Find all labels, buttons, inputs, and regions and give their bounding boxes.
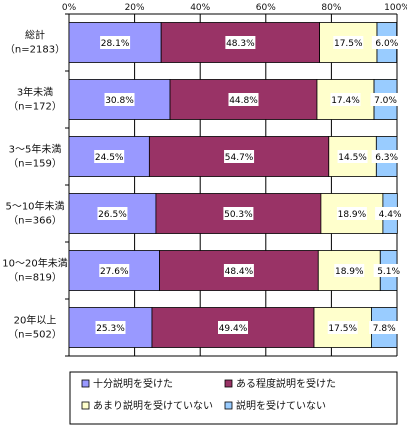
- data-label: 48.3%: [226, 39, 255, 49]
- data-label: 18.9%: [335, 267, 364, 277]
- data-label: 4.4%: [379, 210, 402, 220]
- data-label: 48.4%: [225, 267, 254, 277]
- data-label-box: [223, 264, 254, 277]
- data-label-box: [375, 207, 406, 220]
- category-label: 3年未満: [17, 86, 53, 99]
- data-label: 5.1%: [377, 267, 400, 277]
- category-n-label: （n=502）: [8, 329, 62, 341]
- category-n-label: （n=366）: [8, 215, 62, 227]
- data-label-box: [337, 150, 368, 163]
- data-label: 6.0%: [375, 39, 398, 49]
- category-label: 5～10年未満: [5, 200, 64, 213]
- data-label-box: [373, 264, 404, 277]
- data-label-box: [371, 36, 402, 49]
- category-n-label: （n=159）: [8, 158, 62, 170]
- legend-frame: [69, 371, 398, 425]
- data-label: 7.8%: [373, 324, 396, 334]
- data-label-box: [94, 150, 125, 163]
- data-label: 44.8%: [229, 96, 258, 106]
- category-label: 10～20年未満: [2, 257, 67, 270]
- data-label-box: [334, 264, 365, 277]
- legend-label: 説明を受けていない: [236, 399, 326, 412]
- data-label-box: [218, 321, 248, 334]
- category-label: 総計: [25, 29, 45, 42]
- data-label: 18.9%: [338, 210, 367, 220]
- data-label-box: [333, 36, 364, 49]
- legend-label: あまり説明を受けていない: [93, 399, 213, 412]
- x-tick-label: 100%: [384, 3, 407, 13]
- x-tick-label: 20%: [125, 3, 145, 13]
- data-label: 30.8%: [105, 96, 134, 106]
- data-label-box: [330, 93, 361, 106]
- legend-swatch: [81, 379, 90, 388]
- data-label-box: [224, 150, 255, 163]
- category-label: 3～5年未満: [9, 143, 62, 156]
- data-label: 17.5%: [328, 324, 357, 334]
- data-label: 49.4%: [219, 324, 248, 334]
- category-label: 20年以上: [14, 314, 57, 327]
- data-label: 14.5%: [338, 153, 367, 163]
- legend-swatch: [81, 401, 90, 410]
- category-n-label: （n=819）: [8, 272, 62, 284]
- data-label: 25.3%: [96, 324, 125, 334]
- legend-label: 十分説明を受けた: [93, 377, 173, 390]
- data-label-box: [223, 207, 254, 220]
- x-tick-label: 80%: [321, 3, 341, 13]
- data-label-box: [370, 93, 401, 106]
- data-label-box: [97, 207, 128, 220]
- data-label: 17.5%: [334, 39, 363, 49]
- data-label-box: [99, 264, 130, 277]
- data-label: 26.5%: [98, 210, 127, 220]
- data-label: 24.5%: [95, 153, 124, 163]
- data-label-box: [336, 207, 367, 220]
- data-label-box: [228, 93, 259, 106]
- data-label: 6.3%: [375, 153, 398, 163]
- legend-swatch: [224, 401, 233, 410]
- data-label-box: [95, 321, 126, 334]
- data-label-box: [104, 93, 135, 106]
- data-label-box: [371, 150, 402, 163]
- data-label: 54.7%: [225, 153, 254, 163]
- data-label: 17.4%: [331, 96, 360, 106]
- category-n-label: （n=2183）: [5, 44, 65, 56]
- category-n-label: （n=172）: [8, 101, 62, 113]
- data-label-box: [369, 321, 400, 334]
- data-label-box: [225, 36, 256, 49]
- data-label: 7.0%: [374, 96, 397, 106]
- data-label: 28.1%: [101, 39, 130, 49]
- legend-label: ある程度説明を受けた: [236, 377, 336, 390]
- x-tick-label: 40%: [190, 3, 210, 13]
- data-label: 50.3%: [224, 210, 253, 220]
- data-label-box: [100, 36, 131, 49]
- x-tick-label: 60%: [256, 3, 276, 13]
- legend-swatch: [224, 379, 233, 388]
- data-label: 27.6%: [100, 267, 129, 277]
- x-tick-label: 0%: [62, 3, 77, 13]
- data-label-box: [327, 321, 358, 334]
